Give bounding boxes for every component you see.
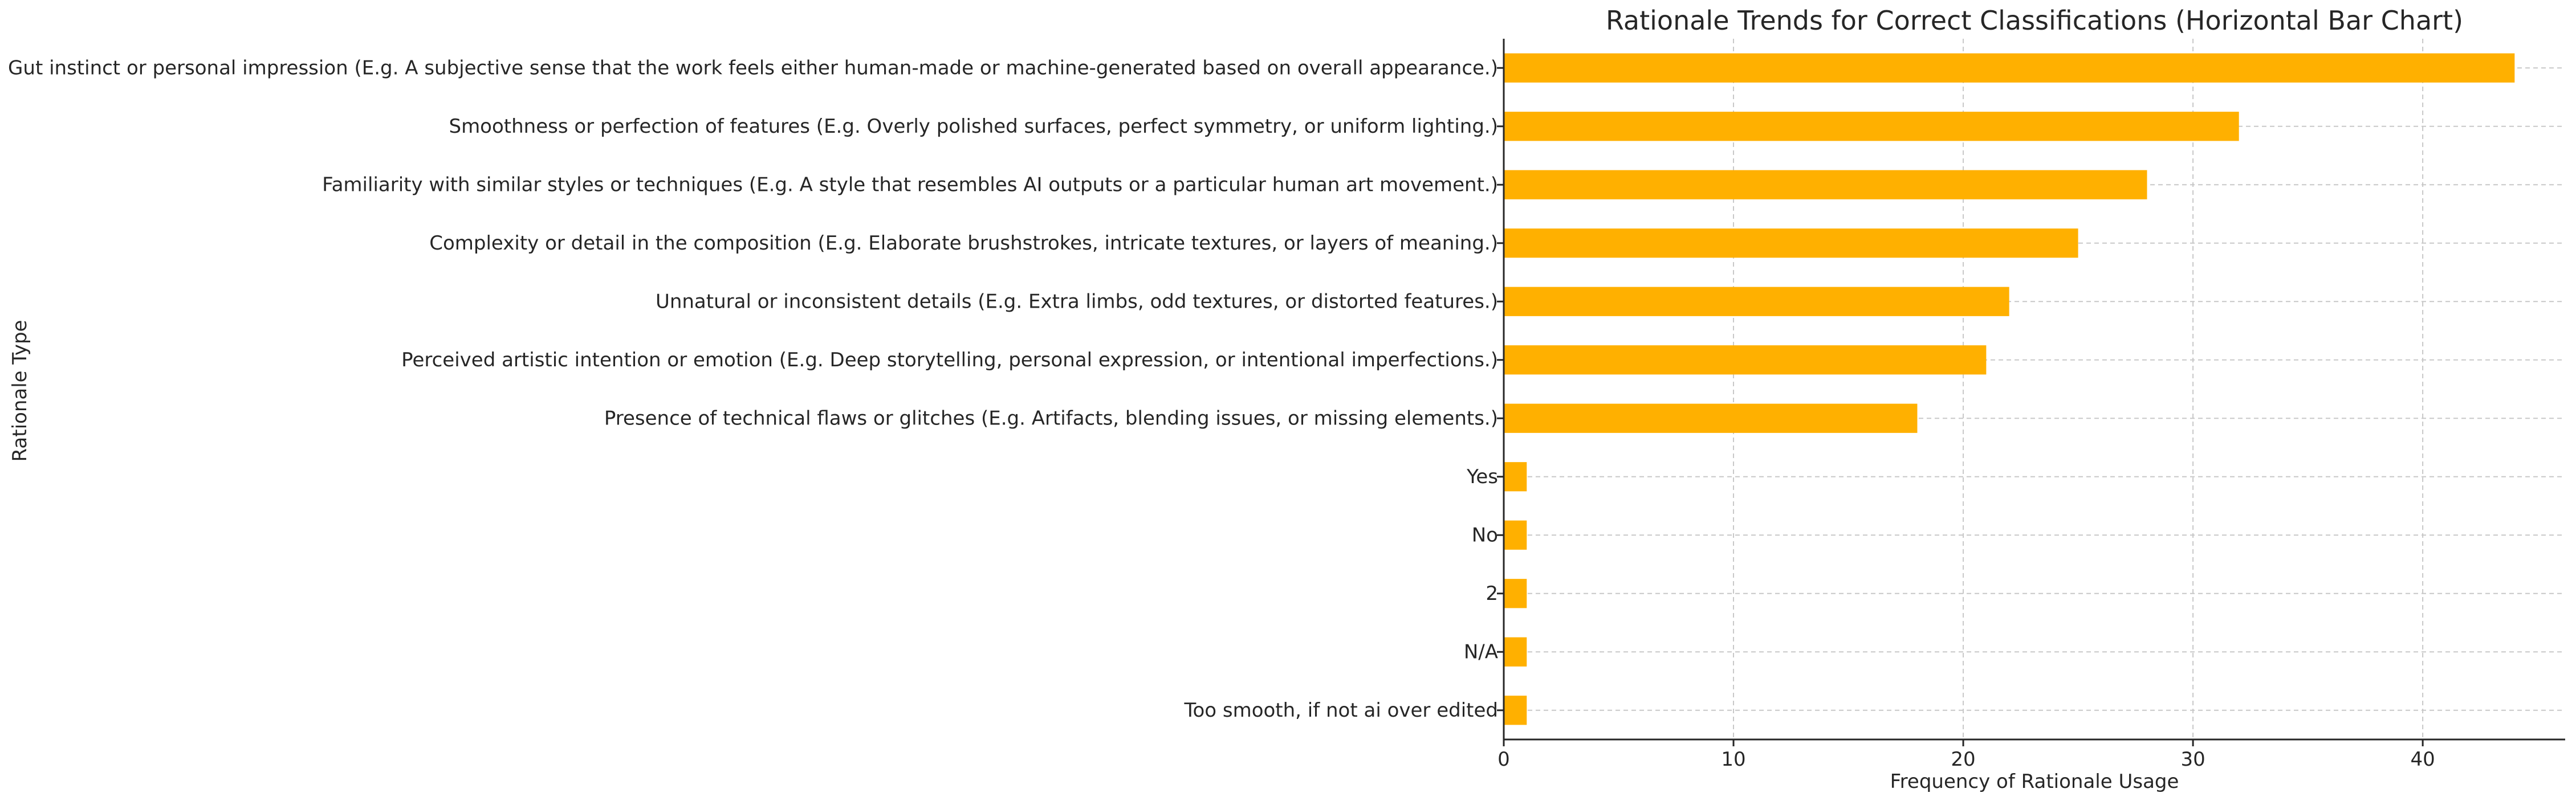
bar — [1504, 403, 1918, 433]
x-tick-label: 0 — [1497, 748, 1510, 771]
axes — [1497, 39, 2565, 746]
chart-title: Rationale Trends for Correct Classificat… — [1606, 5, 2463, 36]
y-tick-label: Gut instinct or personal impression (E.g… — [8, 56, 1498, 79]
y-tick-label: Unnatural or inconsistent details (E.g. … — [656, 290, 1498, 313]
x-tick-label: 40 — [2410, 748, 2435, 771]
bar — [1504, 170, 2147, 199]
y-tick-label: Perceived artistic intention or emotion … — [401, 349, 1498, 371]
y-tick-label: Smoothness or perfection of features (E.… — [449, 115, 1498, 138]
bar — [1504, 637, 1527, 667]
y-tick-label: 2 — [1486, 582, 1498, 605]
x-tick-label: 10 — [1721, 748, 1745, 771]
x-tick-label: 30 — [2180, 748, 2205, 771]
bar — [1504, 228, 2078, 258]
bar — [1504, 53, 2515, 83]
x-axis-title: Frequency of Rationale Usage — [1890, 770, 2179, 793]
x-tick-label: 20 — [1951, 748, 1975, 771]
y-tick-label: Familiarity with similar styles or techn… — [322, 173, 1498, 196]
y-tick-label: Too smooth, if not ai over edited — [1183, 699, 1498, 722]
bar — [1504, 287, 2009, 316]
bar — [1504, 112, 2239, 141]
bar — [1504, 579, 1527, 608]
bar — [1504, 520, 1527, 550]
bar — [1504, 696, 1527, 725]
y-tick-label: Complexity or detail in the composition … — [429, 232, 1498, 255]
bar — [1504, 462, 1527, 492]
bar — [1504, 345, 1987, 375]
labels: 0 10 20 30 40 Gut instinct or personal impres… — [8, 56, 2435, 771]
y-tick-label: N/A — [1464, 640, 1498, 663]
y-axis-title: Rationale Type — [9, 320, 31, 462]
y-tick-label: Presence of technical flaws or glitches … — [604, 407, 1498, 430]
y-tick-label: Yes — [1466, 465, 1498, 488]
grid — [1503, 39, 2565, 739]
bars — [1504, 53, 2515, 725]
y-tick-label: No — [1472, 524, 1498, 546]
